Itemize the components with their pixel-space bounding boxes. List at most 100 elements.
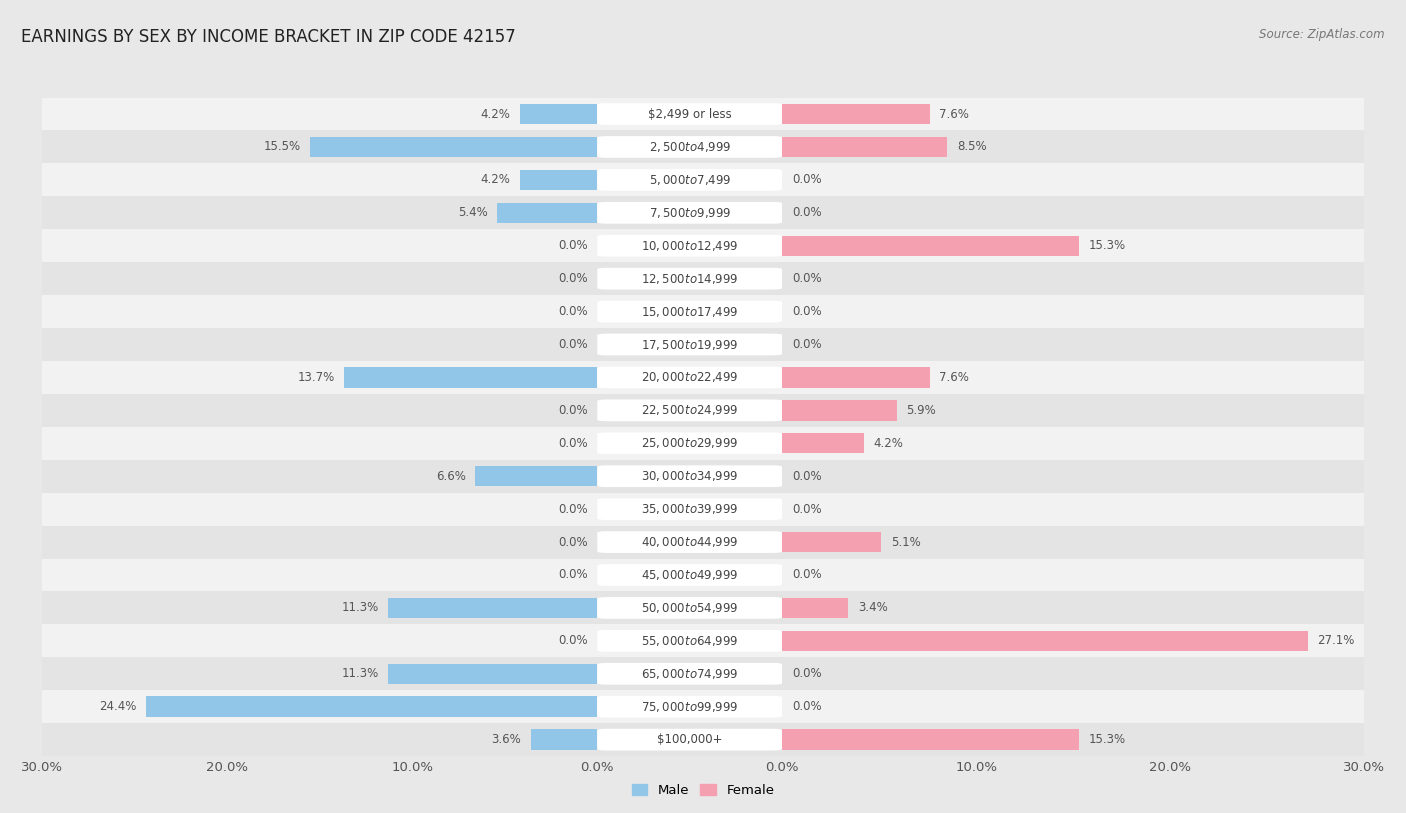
FancyBboxPatch shape — [598, 433, 782, 454]
Bar — [0, 197, 1406, 229]
Bar — [0, 657, 1406, 690]
Bar — [782, 104, 929, 124]
Text: 0.0%: 0.0% — [792, 272, 821, 285]
Text: $40,000 to $44,999: $40,000 to $44,999 — [641, 535, 738, 549]
Text: 0.0%: 0.0% — [792, 207, 821, 220]
Text: 0.0%: 0.0% — [792, 305, 821, 318]
FancyBboxPatch shape — [598, 399, 782, 421]
Text: 0.0%: 0.0% — [558, 404, 588, 417]
Text: 0.0%: 0.0% — [792, 470, 821, 483]
Bar — [0, 624, 1406, 657]
Bar — [0, 624, 1406, 657]
Bar — [388, 598, 598, 618]
Text: $30,000 to $34,999: $30,000 to $34,999 — [641, 469, 738, 483]
Bar — [0, 361, 1406, 394]
Text: 13.7%: 13.7% — [297, 371, 335, 384]
Bar — [0, 427, 1406, 460]
Text: 0.0%: 0.0% — [792, 502, 821, 515]
Bar — [0, 460, 1406, 493]
Bar — [0, 163, 1406, 197]
Bar — [0, 724, 1406, 756]
Text: $100,000+: $100,000+ — [657, 733, 723, 746]
Text: $22,500 to $24,999: $22,500 to $24,999 — [641, 403, 738, 417]
Bar — [0, 493, 1406, 526]
FancyBboxPatch shape — [598, 696, 782, 718]
Bar — [0, 690, 1406, 724]
Text: $12,500 to $14,999: $12,500 to $14,999 — [641, 272, 738, 285]
Bar — [0, 98, 1406, 131]
FancyBboxPatch shape — [598, 267, 782, 289]
Bar — [0, 526, 1406, 559]
Text: $55,000 to $64,999: $55,000 to $64,999 — [641, 634, 738, 648]
Bar — [782, 532, 882, 552]
Bar — [0, 460, 1406, 493]
Bar — [0, 328, 1406, 361]
Bar — [0, 559, 1406, 592]
Bar — [0, 624, 1406, 657]
FancyBboxPatch shape — [598, 202, 782, 224]
Text: EARNINGS BY SEX BY INCOME BRACKET IN ZIP CODE 42157: EARNINGS BY SEX BY INCOME BRACKET IN ZIP… — [21, 28, 516, 46]
Bar — [782, 236, 1078, 256]
Text: $20,000 to $22,499: $20,000 to $22,499 — [641, 371, 738, 385]
Text: 0.0%: 0.0% — [792, 338, 821, 351]
Text: 0.0%: 0.0% — [792, 667, 821, 680]
Bar — [344, 367, 598, 388]
Text: 3.6%: 3.6% — [492, 733, 522, 746]
Text: 4.2%: 4.2% — [481, 173, 510, 186]
Bar — [0, 229, 1406, 263]
Bar — [0, 592, 1406, 624]
Text: 0.0%: 0.0% — [558, 305, 588, 318]
Bar — [0, 130, 1406, 163]
Bar — [782, 367, 929, 388]
Bar — [0, 295, 1406, 328]
FancyBboxPatch shape — [598, 333, 782, 355]
Text: $5,000 to $7,499: $5,000 to $7,499 — [648, 173, 731, 187]
Bar — [0, 130, 1406, 163]
Bar — [0, 493, 1406, 526]
Bar — [0, 98, 1406, 131]
Bar — [0, 130, 1406, 163]
Bar — [520, 170, 598, 190]
Bar — [0, 526, 1406, 559]
FancyBboxPatch shape — [598, 103, 782, 125]
Bar — [0, 394, 1406, 427]
Bar — [782, 598, 848, 618]
Bar — [0, 361, 1406, 394]
Text: 15.3%: 15.3% — [1088, 733, 1126, 746]
Bar — [0, 197, 1406, 229]
Text: $2,499 or less: $2,499 or less — [648, 107, 731, 120]
Text: $50,000 to $54,999: $50,000 to $54,999 — [641, 601, 738, 615]
Bar — [0, 394, 1406, 427]
Text: 4.2%: 4.2% — [481, 107, 510, 120]
Bar — [0, 263, 1406, 295]
Bar — [0, 526, 1406, 559]
Bar — [0, 163, 1406, 197]
Bar — [0, 98, 1406, 131]
Bar — [0, 690, 1406, 724]
Text: 15.3%: 15.3% — [1088, 239, 1126, 252]
Bar — [0, 724, 1406, 756]
Text: 3.4%: 3.4% — [858, 602, 887, 615]
Bar — [0, 559, 1406, 592]
Text: 0.0%: 0.0% — [558, 568, 588, 581]
Text: 0.0%: 0.0% — [558, 338, 588, 351]
Text: 15.5%: 15.5% — [264, 141, 301, 154]
FancyBboxPatch shape — [598, 465, 782, 487]
Bar — [146, 697, 598, 717]
Bar — [0, 295, 1406, 328]
Text: $10,000 to $12,499: $10,000 to $12,499 — [641, 239, 738, 253]
Bar — [0, 427, 1406, 460]
Text: 0.0%: 0.0% — [558, 272, 588, 285]
Text: Source: ZipAtlas.com: Source: ZipAtlas.com — [1260, 28, 1385, 41]
Bar — [388, 663, 598, 684]
Text: $25,000 to $29,999: $25,000 to $29,999 — [641, 437, 738, 450]
Bar — [0, 361, 1406, 394]
FancyBboxPatch shape — [598, 498, 782, 520]
Bar — [0, 229, 1406, 263]
Text: 7.6%: 7.6% — [939, 107, 969, 120]
Bar — [530, 729, 598, 750]
Text: $15,000 to $17,499: $15,000 to $17,499 — [641, 305, 738, 319]
Text: 7.6%: 7.6% — [939, 371, 969, 384]
Text: 0.0%: 0.0% — [558, 239, 588, 252]
FancyBboxPatch shape — [598, 136, 782, 158]
